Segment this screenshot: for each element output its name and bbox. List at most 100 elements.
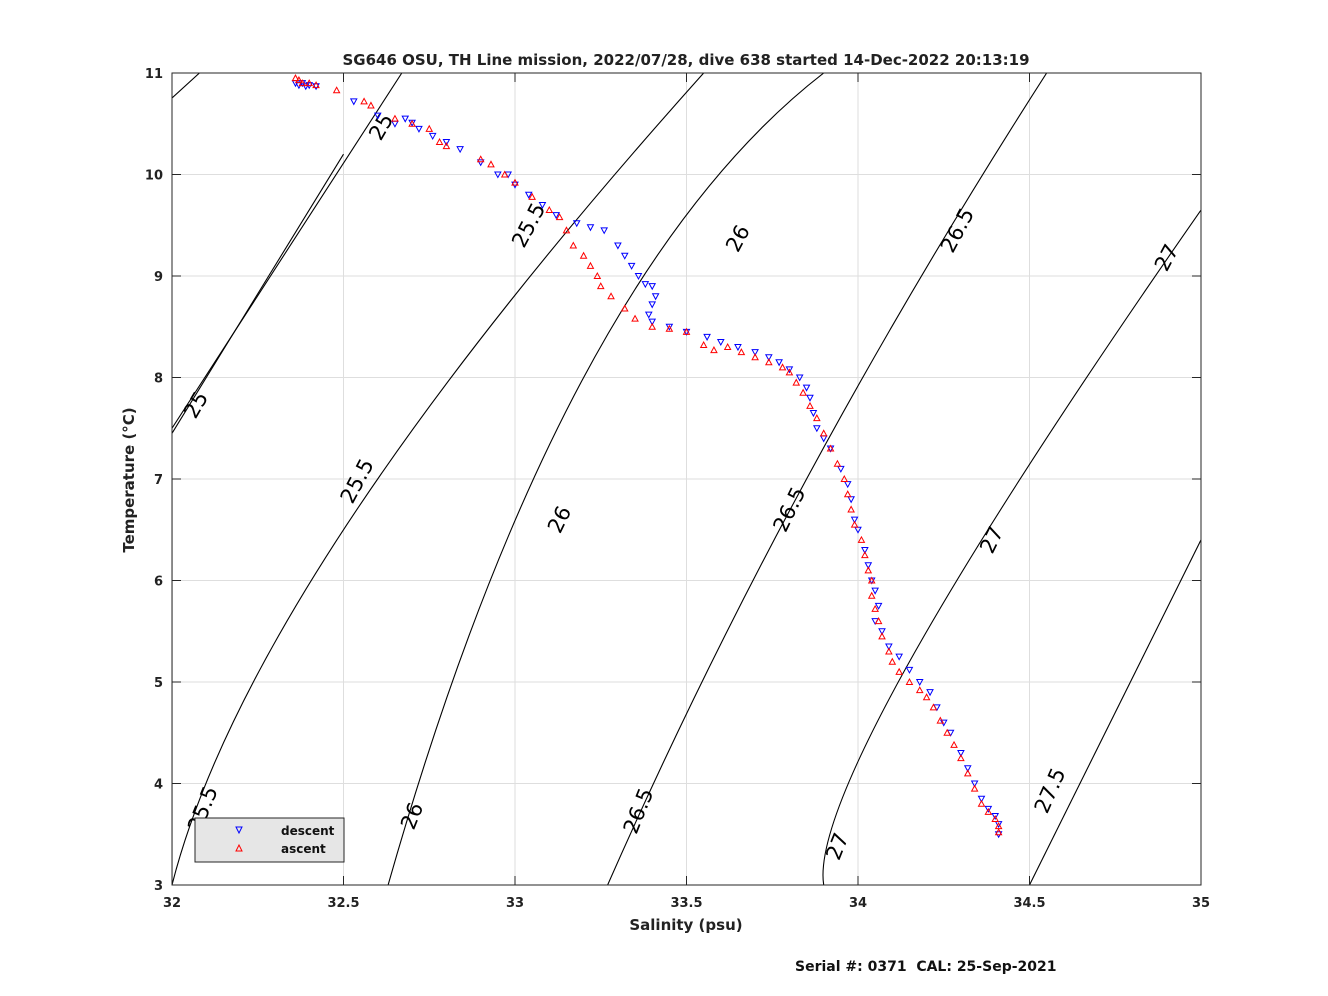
descent-point — [802, 384, 811, 392]
ascent-point — [699, 340, 708, 349]
descent-point — [970, 780, 979, 788]
ascent-point — [593, 271, 602, 279]
descent-point — [648, 283, 657, 291]
ascent-point — [905, 677, 914, 685]
descent-point — [915, 679, 924, 687]
ascent-point — [843, 490, 852, 498]
ascent-point — [878, 632, 886, 640]
descent-point — [963, 765, 972, 773]
descent-point — [415, 125, 423, 133]
descent-point — [301, 83, 310, 91]
ascent-point — [915, 686, 924, 694]
descent-point — [885, 643, 893, 651]
legend-descent-marker — [235, 826, 243, 835]
chart-title: SG646 OSU, TH Line mission, 2022/07/28, … — [342, 51, 1029, 69]
legend-ascent-label: ascent — [281, 842, 326, 856]
descent-point — [572, 220, 581, 228]
ascent-point — [792, 378, 801, 386]
ascent-point — [867, 576, 876, 584]
ascent-point — [874, 617, 883, 625]
x-tick-label: 32.5 — [327, 896, 359, 911]
descent-point — [428, 132, 437, 140]
ascent-point — [864, 566, 873, 574]
descent-point — [538, 201, 547, 209]
ascent-point — [332, 86, 341, 94]
ascent-point — [545, 205, 554, 214]
descent-point — [874, 602, 883, 610]
descent-point — [734, 344, 742, 352]
descent-point — [850, 516, 859, 524]
ascent-point — [476, 155, 485, 163]
descent-point — [806, 394, 814, 402]
legend-descent-label: descent — [281, 824, 335, 838]
y-axis-label: Temperature (°C) — [120, 407, 138, 552]
ascent-point — [579, 251, 588, 259]
ascent-point — [298, 79, 307, 87]
ascent-point — [305, 79, 314, 87]
descent-point — [442, 139, 451, 147]
descent-point — [926, 689, 934, 697]
x-tick-label: 32 — [163, 896, 181, 911]
ascent-point — [826, 444, 835, 452]
descent-point — [716, 338, 725, 347]
ascent-point — [511, 178, 519, 186]
ascent-point — [555, 213, 564, 221]
y-tick-label: 6 — [154, 575, 163, 590]
ascent-point — [929, 703, 938, 711]
descent-point — [751, 349, 759, 357]
y-tick-label: 5 — [154, 676, 163, 691]
x-tick-label: 33 — [506, 896, 524, 911]
ascent-point — [806, 401, 814, 409]
ascent-point — [943, 728, 952, 736]
descent-point — [349, 98, 358, 106]
legend-box — [194, 817, 345, 863]
descent-point — [991, 812, 1000, 821]
series-ascent — [291, 74, 1003, 836]
ascent-point — [963, 769, 972, 777]
ascent-point — [425, 124, 434, 132]
ascent-point — [840, 474, 849, 482]
ascent-point — [620, 304, 629, 312]
ascent-point — [812, 414, 821, 422]
legend: descent ascent — [194, 817, 345, 863]
x-tick-label: 34.5 — [1013, 896, 1045, 911]
ascent-point — [312, 81, 320, 89]
ascent-point — [861, 551, 869, 559]
ascent-point — [847, 505, 855, 513]
descent-point — [600, 227, 609, 235]
ascent-point — [885, 647, 893, 655]
y-tick-label: 8 — [154, 372, 163, 387]
descent-point — [861, 547, 869, 555]
descent-point — [785, 366, 794, 374]
ascent-point — [291, 74, 300, 82]
y-tick-label: 11 — [145, 67, 163, 82]
ascent-point — [857, 535, 866, 543]
descent-point — [895, 653, 904, 661]
ascent-point — [500, 170, 509, 178]
ascent-point — [648, 322, 657, 330]
ascent-point — [435, 137, 444, 146]
ascent-point — [984, 807, 993, 815]
density-contour-25.5 — [172, 73, 705, 885]
ascent-point — [723, 343, 732, 351]
ascent-point — [665, 324, 674, 332]
descent-point — [644, 311, 653, 319]
density-contour-26.5 — [607, 73, 1048, 885]
serial-cal-footer: Serial #: 0371 CAL: 25-Sep-2021 — [795, 959, 1057, 975]
ascent-point — [991, 814, 1000, 823]
x-axis-label: Salinity (psu) — [629, 916, 742, 934]
descent-point — [494, 171, 502, 179]
ascent-point — [871, 604, 879, 612]
y-tick-label: 7 — [154, 473, 163, 488]
ascent-point — [682, 327, 691, 335]
descent-point — [456, 146, 464, 154]
ascent-point — [586, 261, 595, 269]
descent-point — [476, 159, 485, 167]
descent-point — [312, 83, 320, 91]
data-series — [291, 74, 1003, 839]
ascent-point — [785, 368, 794, 376]
x-tick-label: 33.5 — [670, 896, 702, 911]
descent-point — [775, 359, 783, 367]
